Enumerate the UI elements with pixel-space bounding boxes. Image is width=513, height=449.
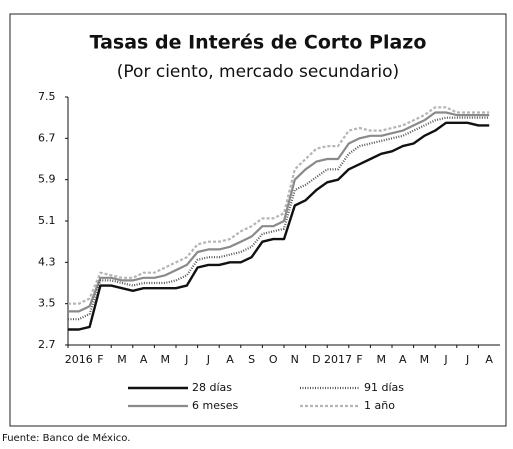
chart-title: Tasas de Interés de Corto Plazo [90,32,427,54]
source-note: Fuente: Banco de México. [2,432,130,444]
x-tick-label: D [312,353,320,366]
y-tick-label: 3.5 [38,297,56,310]
legend-label: 6 meses [192,399,238,412]
x-tick-label: J [465,353,469,366]
x-tick-label: A [140,353,148,366]
x-tick-label: M [420,353,430,366]
x-tick-label: 2016 [65,353,93,366]
x-tick-label: N [291,353,299,366]
y-tick-label: 7.5 [38,90,56,103]
x-tick-label: M [160,353,170,366]
y-tick-label: 5.9 [38,173,56,186]
chart-subtitle: (Por ciento, mercado secundario) [117,62,399,82]
x-tick-label: J [443,353,447,366]
x-tick-label: A [485,353,493,366]
x-tick-label: A [399,353,407,366]
series-line [68,106,490,305]
y-tick-label: 4.3 [38,255,56,268]
x-tick-label: O [269,353,278,366]
y-tick-label: 6.7 [38,131,56,144]
x-tick-label: M [117,353,127,366]
legend-label: 28 días [192,381,232,394]
x-tick-label: A [226,353,234,366]
x-tick-label: F [97,353,103,366]
legend-label: 1 año [364,399,395,412]
x-tick-label: F [356,353,362,366]
x-tick-label: S [248,353,255,366]
x-tick-label: M [376,353,386,366]
y-tick-label: 2.7 [38,338,56,351]
x-tick-label: J [206,353,210,366]
x-tick-label: 2017 [324,353,352,366]
series-line [68,121,490,331]
series-line [68,111,490,313]
legend-label: 91 días [364,381,404,394]
chart-frame [9,13,507,427]
y-tick-label: 5.1 [38,214,56,227]
x-tick-label: J [184,353,188,366]
series-line [68,116,490,321]
